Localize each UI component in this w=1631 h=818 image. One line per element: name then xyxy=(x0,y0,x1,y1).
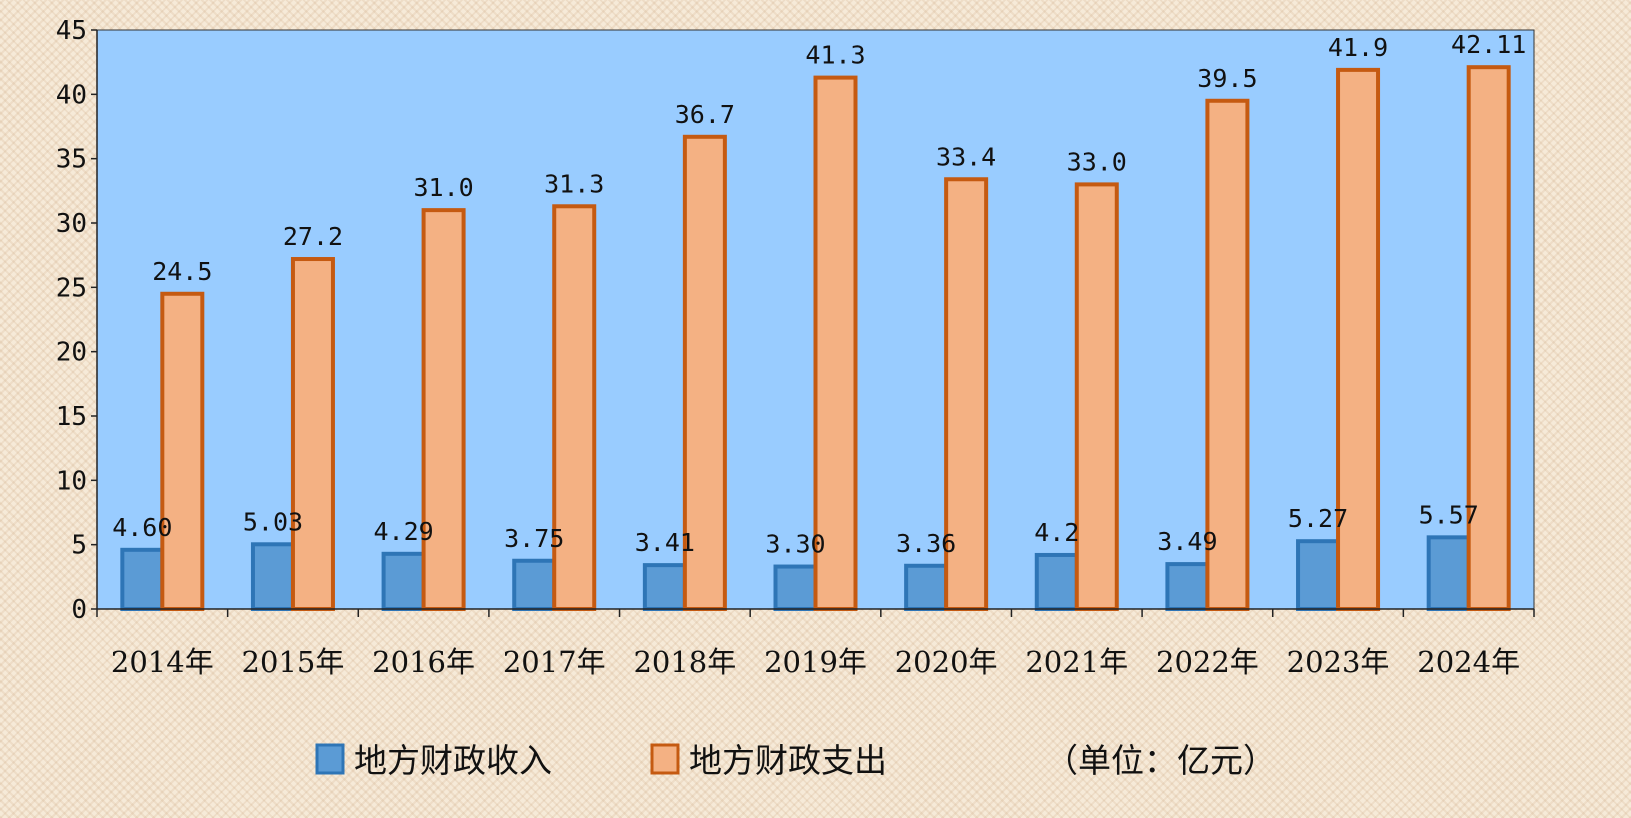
data-label-income: 3.49 xyxy=(1157,527,1217,556)
bar-income xyxy=(512,558,557,611)
x-tick-label: 2019年 xyxy=(764,645,867,679)
x-tick-label: 2017年 xyxy=(503,645,606,679)
data-label-expenditure: 42.11 xyxy=(1451,30,1526,59)
bar-income xyxy=(120,547,165,612)
bar-expenditure xyxy=(813,75,858,611)
x-tick-label: 2022年 xyxy=(1156,645,1259,679)
x-tick-label: 2015年 xyxy=(242,645,345,679)
y-tick-label: 0 xyxy=(71,595,87,625)
x-tick-label: 2021年 xyxy=(1025,645,1128,679)
y-tick-label: 25 xyxy=(56,273,87,303)
x-axis: 2014年 2015年 2016年 2017年 2018年 2019年 2020年 2021年… xyxy=(96,609,1535,679)
bar-expenditure xyxy=(682,134,727,611)
legend-label-income: 地方财政收入 xyxy=(354,741,552,780)
data-label-income: 3.41 xyxy=(635,528,695,557)
bar-expenditure xyxy=(1074,182,1119,611)
y-tick-label: 45 xyxy=(56,16,87,46)
bar-income xyxy=(1296,539,1341,612)
data-label-income: 5.57 xyxy=(1419,500,1479,529)
bar-expenditure xyxy=(552,204,597,611)
bar-expenditure xyxy=(1336,67,1381,612)
bar-income xyxy=(1165,562,1210,612)
legend-label-expenditure: 地方财政支出 xyxy=(689,741,887,780)
y-tick-label: 20 xyxy=(56,338,87,368)
data-label-income: 4.2 xyxy=(1034,518,1079,547)
data-label-income: 5.27 xyxy=(1288,504,1348,533)
x-tick-label: 2016年 xyxy=(372,645,475,679)
data-label-expenditure: 31.3 xyxy=(544,169,604,198)
data-label-income: 3.36 xyxy=(896,529,956,558)
data-label-income: 4.29 xyxy=(373,517,433,546)
data-label-expenditure: 33.0 xyxy=(1067,147,1127,176)
data-label-expenditure: 41.9 xyxy=(1328,33,1388,62)
data-label-income: 4.60 xyxy=(112,513,172,542)
data-label-expenditure: 31.0 xyxy=(413,173,473,202)
legend-swatch-income xyxy=(315,743,345,775)
y-tick-label: 40 xyxy=(56,80,87,110)
x-tick-label: 2014年 xyxy=(111,645,214,679)
data-label-expenditure: 41.3 xyxy=(805,41,865,70)
data-label-income: 3.75 xyxy=(504,524,564,553)
data-label-income: 3.30 xyxy=(765,530,825,559)
bar-expenditure xyxy=(944,177,989,611)
data-label-expenditure: 27.2 xyxy=(283,222,343,251)
bar-expenditure xyxy=(160,291,205,611)
bar-income xyxy=(904,563,949,612)
x-tick-label: 2024年 xyxy=(1417,645,1520,679)
data-label-expenditure: 36.7 xyxy=(675,100,735,129)
data-label-expenditure: 33.4 xyxy=(936,142,996,171)
bar-income xyxy=(1426,535,1471,611)
data-labels: 4.60 24.5 5.03 27.2 4.29 31.0 3.75 31.3 3.41 36.7… xyxy=(112,30,1526,558)
legend-swatch-expenditure xyxy=(650,743,680,775)
data-label-income: 5.03 xyxy=(243,507,303,536)
data-label-expenditure: 39.5 xyxy=(1197,64,1257,93)
y-tick-label: 10 xyxy=(56,466,87,496)
bar-income xyxy=(1034,552,1079,612)
bar-expenditure xyxy=(290,257,335,611)
y-tick-label: 15 xyxy=(56,402,87,432)
x-tick-label: 2020年 xyxy=(895,645,998,679)
bar-expenditure xyxy=(1466,65,1511,611)
x-tick-label: 2023年 xyxy=(1287,645,1390,679)
bar-income xyxy=(642,563,687,612)
bar-income xyxy=(381,551,426,611)
data-label-expenditure: 24.5 xyxy=(152,257,212,286)
bar-income xyxy=(773,564,818,611)
x-tick-label: 2018年 xyxy=(633,645,736,679)
y-axis: 0 5 10 15 20 25 30 35 40 45 xyxy=(56,16,97,625)
legend: 地方财政收入 地方财政支出 （单位：亿元） xyxy=(315,741,1276,780)
y-tick-label: 5 xyxy=(71,531,87,561)
bar-income xyxy=(250,542,295,611)
bar-group xyxy=(120,65,1511,612)
unit-note: （单位：亿元） xyxy=(1045,741,1276,780)
bar-expenditure xyxy=(421,208,466,611)
y-tick-label: 35 xyxy=(56,145,87,175)
y-tick-label: 30 xyxy=(56,209,87,239)
